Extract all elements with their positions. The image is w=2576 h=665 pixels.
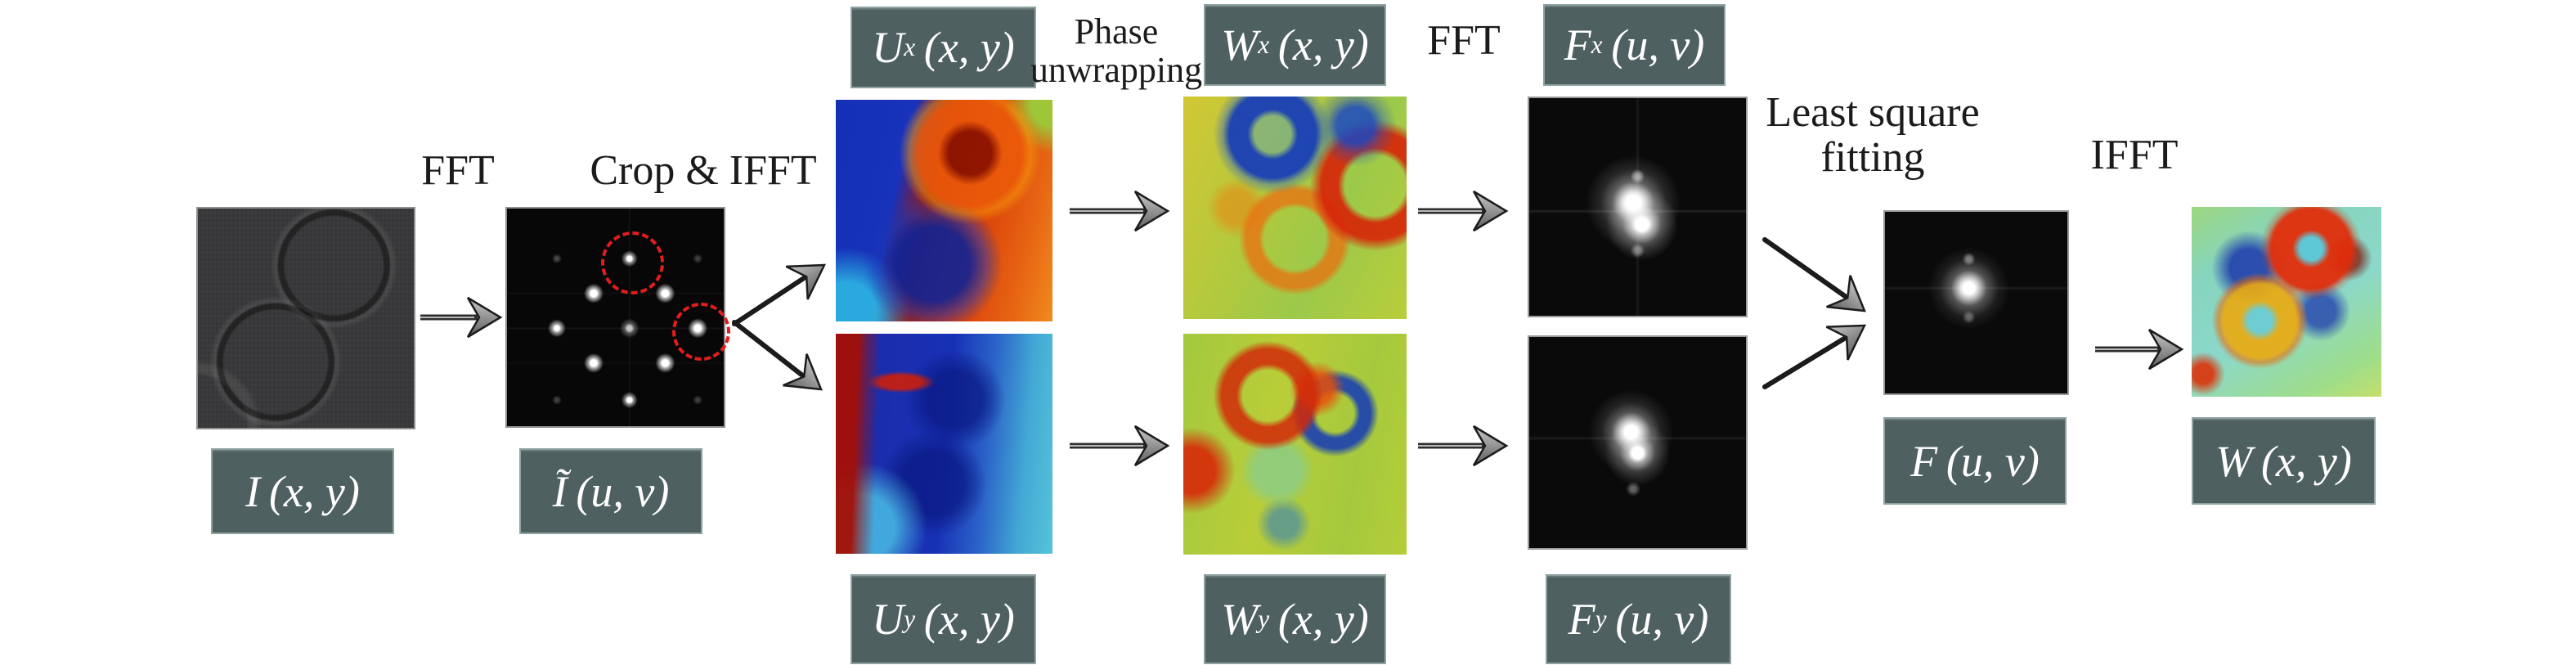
least-square-fitting-step-label: Least square fitting xyxy=(1746,90,1999,180)
ux-phase-map-image xyxy=(836,100,1052,321)
wx-unwrapped-map-image xyxy=(1183,97,1407,319)
fft-step-label-1: FFT xyxy=(421,147,495,194)
split-arrow-lower xyxy=(732,320,823,391)
least-square-line1: Least square xyxy=(1766,89,1980,136)
w-wavefront-image xyxy=(2192,207,2381,397)
least-square-line2: fitting xyxy=(1820,134,1925,182)
label-f: F (u, v) xyxy=(1883,417,2067,505)
split-arrow-upper xyxy=(732,263,827,326)
fy-spectrum-image xyxy=(1528,335,1748,550)
crop-region-circle-top xyxy=(601,231,665,294)
crop-region-circle-right xyxy=(671,303,730,362)
arrow-unwrap-x xyxy=(1070,190,1170,232)
phase-unwrapping-step-label: Phase unwrapping xyxy=(1026,11,1206,90)
fft-step-label-2: FFT xyxy=(1427,17,1501,64)
label-i: I (x, y) xyxy=(211,448,394,534)
arrow-unwrap-y xyxy=(1070,425,1170,467)
label-i-tilde: Ĩ (u, v) xyxy=(519,448,702,534)
crop-ifft-step-label: Crop & IFFT xyxy=(590,147,817,194)
converge-arrow-upper xyxy=(1762,237,1866,312)
phase-unwrapping-line1: Phase xyxy=(1074,11,1159,52)
converge-arrow-lower xyxy=(1762,324,1867,389)
uy-phase-map-image xyxy=(836,334,1052,554)
arrow-fft-y xyxy=(1418,425,1509,467)
fourier-spectrum-image xyxy=(505,207,730,428)
ifft-step-label: IFFT xyxy=(2090,132,2179,178)
fx-spectrum-image xyxy=(1528,97,1748,317)
wy-unwrapped-map-image xyxy=(1183,334,1407,555)
f-fitted-spectrum-image xyxy=(1883,210,2069,395)
arrow-fft-1 xyxy=(420,296,503,339)
arrow-ifft xyxy=(2095,328,2184,371)
hologram-image xyxy=(196,207,415,429)
arrow-fft-x xyxy=(1418,190,1509,232)
label-w: W (x, y) xyxy=(2192,417,2376,505)
phase-unwrapping-line2: unwrapping xyxy=(1030,49,1203,90)
